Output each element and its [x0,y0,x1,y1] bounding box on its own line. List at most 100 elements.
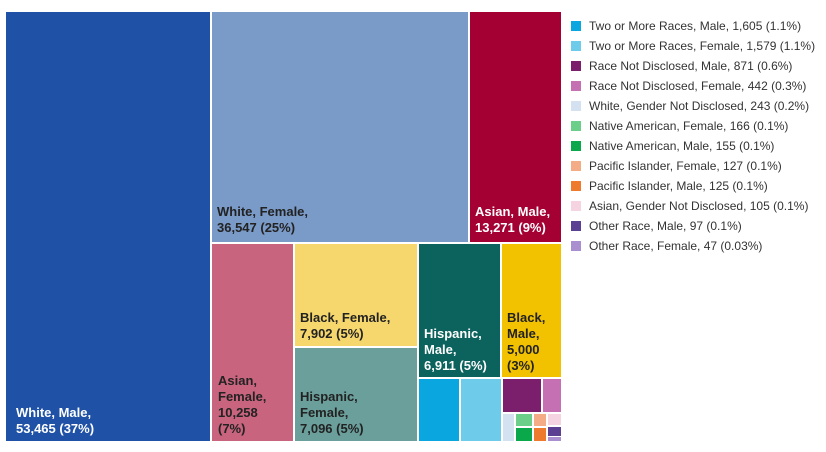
tile-rect [419,244,500,377]
tile-label-line: Asian, [218,373,257,388]
tile-label-line: Black, Female, [300,310,390,325]
tile-label-line: 7,096 (5%) [300,421,364,436]
tile-label-line: 5,000 [507,342,540,357]
tile-other-race-female [548,437,561,441]
tile-rect [470,12,561,242]
tile-label-line: 36,547 (25%) [217,220,295,235]
legend-item: Other Race, Male, 97 (0.1%) [571,216,826,236]
tile-label-line: (7%) [218,421,245,436]
legend-swatch [571,241,581,251]
tile-asian-male: Asian, Male,13,271 (9%) [470,12,561,242]
legend-label: Race Not Disclosed, Female, 442 (0.3%) [589,79,807,93]
tile-rect [295,348,417,441]
tile-label-line: 10,258 [218,405,258,420]
tile-rect [419,379,459,441]
tile-label-line: Black, [507,310,545,325]
tile-hispanic-male: Hispanic,Male,6,911 (5%) [419,244,500,377]
tile-rect [548,427,561,436]
tile-rect [6,12,210,441]
tile-white-gender-not-disclosed [503,414,514,441]
legend-swatch [571,141,581,151]
tile-rect [503,379,541,412]
tile-rect [548,437,561,441]
legend-item: Native American, Female, 166 (0.1%) [571,116,826,136]
tile-rect [461,379,501,441]
legend-swatch [571,161,581,171]
tile-rect [503,414,514,441]
tile-other-race-male [548,427,561,436]
legend-swatch [571,201,581,211]
legend-label: Asian, Gender Not Disclosed, 105 (0.1%) [589,199,809,213]
legend-label: White, Gender Not Disclosed, 243 (0.2%) [589,99,810,113]
tile-label-line: 53,465 (37%) [16,421,94,436]
chart-legend: Two or More Races, Male, 1,605 (1.1%) Two… [571,16,826,256]
tile-native-american-female [516,414,532,426]
legend-swatch [571,121,581,131]
legend-swatch [571,41,581,51]
tile-rect [295,244,417,346]
legend-item: Race Not Disclosed, Female, 442 (0.3%) [571,76,826,96]
legend-label: Two or More Races, Female, 1,579 (1.1%) [589,39,816,53]
legend-swatch [571,221,581,231]
legend-item: Two or More Races, Male, 1,605 (1.1%) [571,16,826,36]
legend-label: Two or More Races, Male, 1,605 (1.1%) [589,19,802,33]
tile-race-not-disclosed-male [503,379,541,412]
tile-pacific-islander-female [534,414,546,426]
tile-race-not-disclosed-female [543,379,561,412]
tile-rect [543,379,561,412]
legend-label: Native American, Female, 166 (0.1%) [589,119,789,133]
legend-swatch [571,181,581,191]
tile-rect [548,414,561,425]
tile-asian-gender-not-disclosed [548,414,561,425]
tile-rect [534,428,546,441]
tile-rect [502,244,561,377]
tile-asian-female: Asian,Female,10,258(7%) [212,244,293,441]
tile-label-line: Male, [507,326,540,341]
tile-two-or-more-races-female [461,379,501,441]
tile-rect [516,414,532,426]
legend-label: Other Race, Male, 97 (0.1%) [589,219,742,233]
tile-white-female: White, Female,36,547 (25%) [212,12,468,242]
tile-rect [516,428,532,441]
legend-swatch [571,61,581,71]
legend-swatch [571,101,581,111]
legend-item: Pacific Islander, Male, 125 (0.1%) [571,176,826,196]
tile-label-line: 6,911 (5%) [424,358,487,373]
tile-label-line: Asian, Male, [475,204,550,219]
tile-white-male: White, Male,53,465 (37%) [6,12,210,441]
tile-pacific-islander-male [534,428,546,441]
legend-item: Asian, Gender Not Disclosed, 105 (0.1%) [571,196,826,216]
legend-label: Native American, Male, 155 (0.1%) [589,139,775,153]
legend-item: Other Race, Female, 47 (0.03%) [571,236,826,256]
tile-rect [212,244,293,441]
legend-label: Pacific Islander, Male, 125 (0.1%) [589,179,768,193]
legend-item: White, Gender Not Disclosed, 243 (0.2%) [571,96,826,116]
tile-label-line: (3%) [507,358,534,373]
legend-item: Race Not Disclosed, Male, 871 (0.6%) [571,56,826,76]
tile-label-line: White, Male, [16,405,91,420]
tile-rect [212,12,468,242]
tile-two-or-more-races-male [419,379,459,441]
legend-swatch [571,21,581,31]
legend-item: Pacific Islander, Female, 127 (0.1%) [571,156,826,176]
legend-label: Pacific Islander, Female, 127 (0.1%) [589,159,782,173]
tile-native-american-male [516,428,532,441]
tile-label-line: Female, [218,389,266,404]
legend-label: Race Not Disclosed, Male, 871 (0.6%) [589,59,793,73]
tile-black-female: Black, Female,7,902 (5%) [295,244,417,346]
tile-label-line: Male, [424,342,457,357]
tile-label-line: Hispanic, [300,389,358,404]
tile-label-line: 7,902 (5%) [300,326,364,341]
tile-rect [534,414,546,426]
legend-item: Native American, Male, 155 (0.1%) [571,136,826,156]
legend-item: Two or More Races, Female, 1,579 (1.1%) [571,36,826,56]
legend-label: Other Race, Female, 47 (0.03%) [589,239,763,253]
tile-label-line: White, Female, [217,204,308,219]
tile-hispanic-female: Hispanic,Female,7,096 (5%) [295,348,417,441]
tile-black-male: Black,Male,5,000(3%) [502,244,561,377]
legend-swatch [571,81,581,91]
tile-label-line: Female, [300,405,348,420]
tile-label-line: 13,271 (9%) [475,220,546,235]
tile-label-line: Hispanic, [424,326,482,341]
